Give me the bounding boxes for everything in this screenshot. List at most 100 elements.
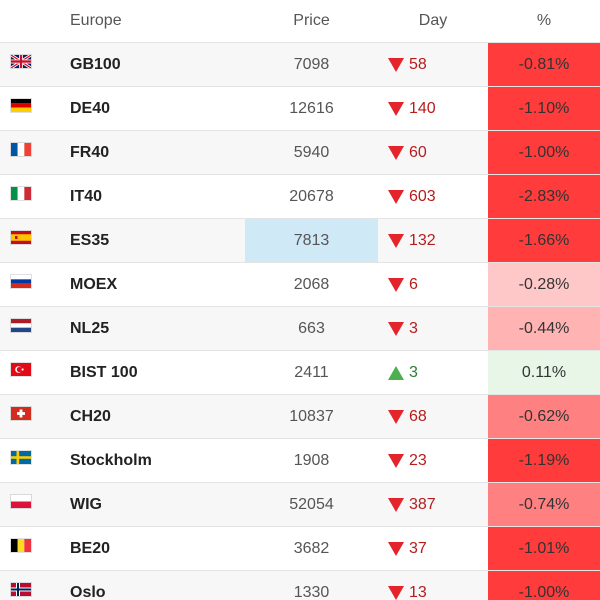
- percent-change: -1.01%: [488, 527, 600, 570]
- percent-change: -0.74%: [488, 483, 600, 526]
- header-day[interactable]: Day: [418, 12, 448, 29]
- index-price: 2068: [293, 275, 330, 293]
- day-change-cell: 140: [378, 87, 488, 130]
- index-price: 7813: [245, 219, 378, 262]
- percent-change: -1.66%: [488, 219, 600, 262]
- header-percent[interactable]: %: [536, 12, 552, 29]
- flag-cell: [0, 263, 70, 306]
- table-row[interactable]: MOEX 2068 6 -0.28%: [0, 263, 600, 307]
- day-change-value: 387: [409, 495, 436, 513]
- percent-change: -1.10%: [488, 87, 600, 130]
- flag-cell: [0, 175, 70, 218]
- percent-change: 0.11%: [488, 351, 600, 394]
- se-flag-icon: [11, 451, 31, 464]
- index-price: 3682: [293, 539, 330, 557]
- percent-change: -1.19%: [488, 439, 600, 482]
- index-name[interactable]: ES35: [70, 219, 245, 262]
- arrow-down-icon: [388, 57, 404, 72]
- day-change-cell: 603: [378, 175, 488, 218]
- table-row[interactable]: BIST 100 2411 3 0.11%: [0, 351, 600, 395]
- day-change-cell: 37: [378, 527, 488, 570]
- day-change-cell: 6: [378, 263, 488, 306]
- day-change-value: 140: [409, 99, 436, 117]
- index-name[interactable]: FR40: [70, 131, 245, 174]
- percent-change: -1.00%: [488, 131, 600, 174]
- flag-cell: [0, 219, 70, 262]
- percent-change: -0.81%: [488, 43, 600, 86]
- no-flag-icon: [11, 583, 31, 596]
- index-name[interactable]: IT40: [70, 187, 103, 205]
- flag-cell: [0, 351, 70, 394]
- index-name[interactable]: Oslo: [70, 571, 245, 600]
- table-row[interactable]: DE40 12616 140 -1.10%: [0, 87, 600, 131]
- fr-flag-icon: [11, 143, 31, 156]
- arrow-down-icon: [388, 101, 404, 116]
- index-price: 10837: [245, 395, 378, 438]
- arrow-down-icon: [388, 321, 404, 336]
- day-change-cell: 387: [378, 483, 488, 526]
- day-change-cell: 3: [378, 307, 488, 350]
- day-change-cell: 60: [378, 131, 488, 174]
- flag-cell: [0, 483, 70, 526]
- arrow-down-icon: [388, 233, 404, 248]
- arrow-down-icon: [388, 277, 404, 292]
- flag-cell: [0, 395, 70, 438]
- arrow-down-icon: [388, 409, 404, 424]
- index-price: 7098: [245, 43, 378, 86]
- percent-change: -0.44%: [488, 307, 600, 350]
- percent-change: -0.28%: [488, 263, 600, 306]
- index-price: 52054: [245, 483, 378, 526]
- index-price: 12616: [289, 99, 334, 117]
- index-name[interactable]: BIST 100: [70, 363, 138, 381]
- table-row[interactable]: Stockholm 1908 23 -1.19%: [0, 439, 600, 483]
- day-change-value: 3: [409, 319, 418, 337]
- index-name[interactable]: BE20: [70, 539, 111, 557]
- day-change-value: 132: [409, 231, 436, 249]
- day-change-value: 37: [409, 539, 427, 557]
- tr-flag-icon: [11, 363, 31, 376]
- table-row[interactable]: CH20 10837 68 -0.62%: [0, 395, 600, 439]
- day-change-cell: 3: [378, 351, 488, 394]
- table-row[interactable]: GB100 7098 58 -0.81%: [0, 43, 600, 87]
- table-row[interactable]: BE20 3682 37 -1.01%: [0, 527, 600, 571]
- table-row[interactable]: Oslo 1330 13 -1.00%: [0, 571, 600, 600]
- index-price: 5940: [245, 131, 378, 174]
- index-name[interactable]: WIG: [70, 483, 245, 526]
- arrow-down-icon: [388, 145, 404, 160]
- day-change-value: 23: [409, 451, 427, 469]
- arrow-down-icon: [388, 189, 404, 204]
- table-row[interactable]: FR40 5940 60 -1.00%: [0, 131, 600, 175]
- day-change-value: 58: [409, 55, 427, 73]
- percent-change: -0.62%: [488, 395, 600, 438]
- index-name[interactable]: MOEX: [70, 275, 118, 293]
- ru-flag-icon: [11, 275, 31, 288]
- flag-cell: [0, 87, 70, 130]
- day-change-cell: 23: [378, 439, 488, 482]
- table-row[interactable]: NL25 663 3 -0.44%: [0, 307, 600, 351]
- index-price: 1908: [293, 451, 330, 469]
- day-change-cell: 58: [378, 43, 488, 86]
- flag-cell: [0, 131, 70, 174]
- table-header: Europe Price Day %: [0, 0, 600, 43]
- index-name[interactable]: DE40: [70, 99, 111, 117]
- index-price: 2411: [294, 363, 329, 381]
- table-row[interactable]: ES35 7813 132 -1.66%: [0, 219, 600, 263]
- percent-change: -1.00%: [488, 571, 600, 600]
- table-row[interactable]: IT40 20678 603 -2.83%: [0, 175, 600, 219]
- header-price[interactable]: Price: [293, 12, 330, 29]
- flag-cell: [0, 439, 70, 482]
- arrow-down-icon: [388, 453, 404, 468]
- index-name[interactable]: NL25: [70, 307, 245, 350]
- flag-cell: [0, 571, 70, 600]
- flag-cell: [0, 527, 70, 570]
- index-name[interactable]: CH20: [70, 395, 245, 438]
- header-region[interactable]: Europe: [70, 12, 122, 29]
- es-flag-icon: [11, 231, 31, 244]
- day-change-value: 13: [409, 583, 427, 600]
- index-name[interactable]: GB100: [70, 43, 245, 86]
- table-row[interactable]: WIG 52054 387 -0.74%: [0, 483, 600, 527]
- ch-flag-icon: [11, 407, 31, 420]
- index-name[interactable]: Stockholm: [70, 451, 152, 469]
- gb-flag-icon: [11, 55, 31, 68]
- be-flag-icon: [11, 539, 31, 552]
